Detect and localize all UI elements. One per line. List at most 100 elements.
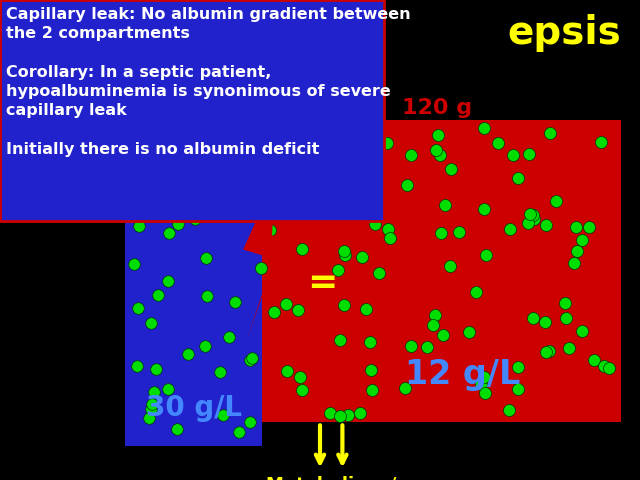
Point [324,409,335,417]
Point [151,365,161,372]
Point [513,174,524,182]
Point [365,338,375,346]
Point [551,197,561,204]
Point [422,343,432,350]
Point [173,220,183,228]
Point [513,363,524,371]
Point [367,386,377,394]
Point [528,314,538,322]
Point [172,426,182,433]
Point [513,385,523,393]
Point [202,190,212,198]
Point [504,407,514,414]
Point [321,195,331,203]
Point [508,151,518,159]
Point [479,205,490,213]
Point [129,260,139,267]
Point [257,153,267,160]
Point [493,140,503,147]
Point [440,201,450,209]
Point [292,185,303,193]
Point [265,226,275,233]
Point [143,414,154,421]
Point [445,165,456,173]
Point [234,429,244,436]
Point [571,224,581,231]
Point [263,154,273,162]
Point [280,300,291,308]
Point [431,146,441,154]
Point [342,411,353,419]
Point [470,288,481,296]
Point [361,305,371,313]
Text: Metabolism /
Synthesis: Metabolism / Synthesis [266,475,396,480]
FancyBboxPatch shape [0,0,384,221]
Point [147,400,157,408]
Point [429,312,440,319]
Point [333,266,343,274]
Text: 120 g: 120 g [159,145,228,166]
Point [273,132,283,139]
Point [406,151,416,159]
Point [202,292,212,300]
Point [481,251,491,259]
Point [282,367,292,374]
Text: =: = [307,266,337,300]
Point [528,212,538,219]
Point [214,368,225,376]
Point [267,142,277,150]
Point [201,193,211,201]
Bar [253,120,621,422]
Point [335,412,346,420]
Point [372,143,382,151]
Point [149,177,159,185]
Point [365,366,376,374]
Point [505,225,515,232]
Point [385,234,395,241]
Text: Capillary leak: No albumin gradient between
the 2 compartments

Corollary: In a : Capillary leak: No albumin gradient betw… [6,7,411,156]
Point [246,172,257,180]
Point [454,228,464,236]
Point [230,298,240,306]
Point [180,197,190,205]
Point [406,342,416,350]
Point [525,210,535,217]
Point [295,373,305,381]
Point [589,357,599,364]
Point [276,157,287,165]
Point [335,336,346,344]
Point [152,291,163,299]
Point [541,348,552,356]
Point [569,259,579,266]
Point [339,301,349,309]
Point [244,418,255,425]
Point [134,222,145,230]
Point [190,215,200,223]
Point [355,409,365,417]
Point [577,327,587,335]
Bar [125,168,262,446]
Point [560,299,570,306]
Point [480,389,490,397]
Point [433,131,443,138]
Point [183,350,193,358]
Point [321,208,331,216]
Point [369,220,380,228]
Point [438,332,449,339]
Point [339,247,349,254]
Point [374,270,384,277]
Point [544,348,554,355]
Point [311,211,321,219]
Text: 120 g: 120 g [402,97,472,118]
Point [479,373,490,381]
Point [340,251,350,258]
Point [269,309,279,316]
Point [296,386,307,394]
Point [145,320,156,327]
Point [218,411,228,419]
Point [564,344,574,352]
Point [145,405,156,413]
Text: 30 g/L: 30 g/L [146,394,242,422]
Point [529,216,539,223]
Point [464,328,474,336]
